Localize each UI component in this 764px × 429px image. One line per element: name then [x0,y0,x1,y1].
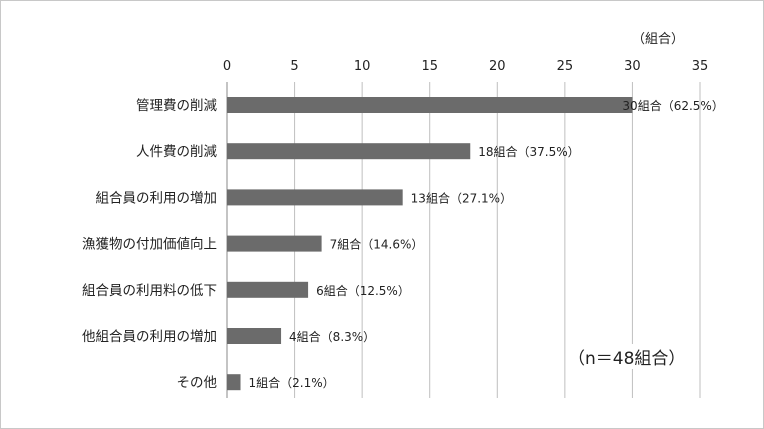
data-label: 4組合（8.3%） [289,329,375,344]
category-label: 他組合員の利用の増加 [82,329,217,345]
x-tick-label: 25 [557,59,574,74]
bar [227,281,309,298]
data-label: 6組合（12.5%） [316,283,410,298]
category-label: 組合員の利用の増加 [96,190,218,206]
data-label: 7組合（14.6%） [330,237,424,252]
category-label: 組合員の利用料の低下 [82,283,217,299]
category-label: 管理費の削減 [136,97,217,114]
data-label: 13組合（27.1%） [411,190,512,205]
data-label: 1組合（2.1%） [249,375,335,390]
x-tick-label: 30 [624,59,641,74]
x-tick-label: 35 [692,59,709,74]
bar [227,235,322,252]
bar [227,143,471,160]
x-tick-label: 15 [421,59,438,74]
bar [227,374,241,391]
category-label: その他 [177,375,218,391]
axis-unit-label: （組合） [632,32,685,47]
data-label: 18組合（37.5%） [478,144,579,159]
bar [227,189,403,206]
x-tick-label: 5 [290,59,298,74]
sample-size-note: （n＝48組合） [566,344,688,369]
data-label: 30組合（62.5%） [622,98,723,113]
category-label: 人件費の削減 [136,143,217,160]
x-tick-label: 10 [354,59,371,74]
x-tick-label: 0 [223,59,231,74]
category-label: 漁獲物の付加価値向上 [82,237,217,253]
bar [227,97,633,113]
x-tick-label: 20 [489,59,506,74]
bar [227,328,282,344]
